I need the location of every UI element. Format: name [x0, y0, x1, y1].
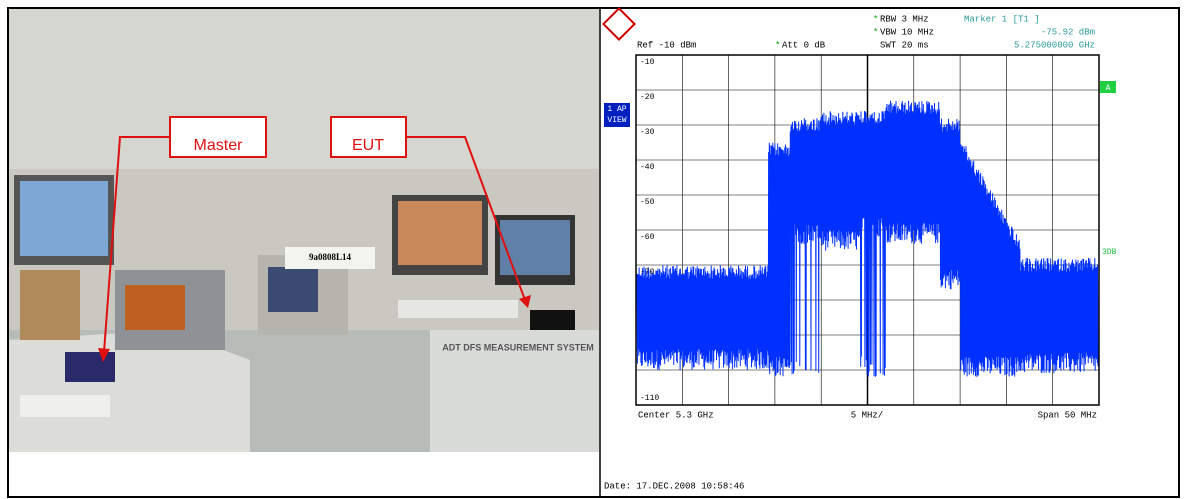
label-eut: EUT: [352, 137, 384, 154]
att: Att 0 dB: [782, 40, 826, 50]
eut-device: [530, 310, 575, 330]
trace-flag: A: [1106, 84, 1111, 93]
y-label: -70: [640, 268, 655, 277]
master-device: [65, 352, 115, 382]
y-label: -50: [640, 198, 655, 207]
vbw: VBW 10 MHz: [880, 27, 934, 37]
monitor-screen: [398, 201, 482, 265]
swt: SWT 20 ms: [880, 40, 929, 50]
laptop-screen: [500, 220, 570, 275]
side-label: 3DB: [1102, 248, 1117, 257]
sign-text: 9a0808L14: [309, 252, 352, 262]
rbw: RBW 3 MHz: [880, 14, 929, 24]
mode: VIEW: [607, 116, 626, 125]
marker-freq: 5.275000000 GHz: [1014, 40, 1095, 50]
mode: 1 AP: [607, 105, 626, 114]
monitor-screen: [20, 181, 108, 256]
flag: *: [775, 40, 780, 50]
div: 5 MHz/: [851, 410, 883, 420]
y-label: -10: [640, 58, 655, 67]
center: Center 5.3 GHz: [638, 410, 714, 420]
logo: [603, 8, 634, 39]
ref: Ref -10 dBm: [637, 40, 696, 50]
wall-upper: [9, 9, 599, 169]
flag: *: [873, 27, 878, 37]
y-label: -20: [640, 93, 655, 102]
y-label: -40: [640, 163, 655, 172]
keyboard: [398, 300, 518, 318]
analyzer-screen: * RBW 3 MHz * VBW 10 MHz SWT 20 ms Marke…: [603, 8, 1116, 491]
marker-level: -75.92 dBm: [1041, 27, 1095, 37]
date: Date: 17.DEC.2008 10:58:46: [604, 481, 744, 491]
photo: 9a0808L14 ADT DFS MEASUREMENT SYSTEM Mas…: [9, 9, 599, 452]
instrument-screen: [125, 285, 185, 330]
keyboard: [20, 395, 110, 417]
trace: [637, 101, 1098, 377]
y-label: -30: [640, 128, 655, 137]
label-master: Master: [194, 137, 244, 154]
flag: *: [873, 14, 878, 24]
rack-text: ADT DFS MEASUREMENT SYSTEM: [442, 342, 594, 352]
document: 9a0808L14 ADT DFS MEASUREMENT SYSTEM Mas…: [0, 0, 1187, 499]
y-label: -60: [640, 233, 655, 242]
y-label: -110: [640, 394, 659, 403]
box: [20, 270, 80, 340]
marker: Marker 1 [T1 ]: [964, 14, 1040, 24]
scope-screen: [268, 267, 318, 312]
span: Span 50 MHz: [1038, 410, 1097, 420]
